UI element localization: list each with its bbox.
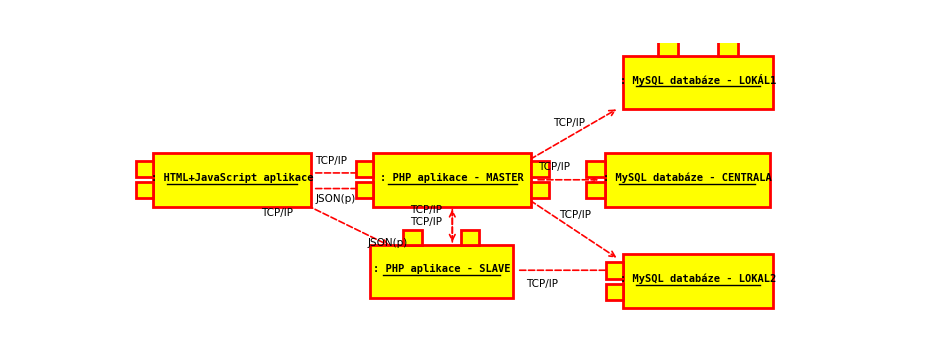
Bar — [531, 183, 548, 199]
Bar — [403, 230, 422, 245]
Text: JSON(p): JSON(p) — [367, 238, 408, 248]
Bar — [623, 255, 774, 308]
Bar — [356, 183, 373, 199]
Text: : PHP aplikace - SLAVE: : PHP aplikace - SLAVE — [372, 265, 510, 274]
Text: : PHP aplikace - MASTER: : PHP aplikace - MASTER — [381, 173, 525, 183]
Bar — [623, 56, 774, 109]
Text: TCP/IP: TCP/IP — [559, 210, 591, 220]
Bar — [135, 161, 153, 177]
Bar — [373, 153, 531, 206]
Bar — [719, 41, 738, 56]
Text: TCP/IP: TCP/IP — [526, 279, 558, 289]
Text: TCP/IP: TCP/IP — [410, 205, 442, 215]
Text: JSON(p): JSON(p) — [315, 194, 355, 204]
Bar — [604, 153, 770, 206]
Text: TCP/IP: TCP/IP — [538, 162, 570, 172]
Text: TCP/IP: TCP/IP — [261, 208, 294, 218]
Bar — [586, 183, 604, 199]
Bar — [460, 230, 479, 245]
Bar — [658, 41, 678, 56]
Bar — [606, 262, 623, 278]
Text: : HTML+JavaScript aplikace: : HTML+JavaScript aplikace — [151, 173, 313, 183]
Bar — [356, 161, 373, 177]
Text: : MySQL databáze - LOKAL2: : MySQL databáze - LOKAL2 — [620, 274, 777, 284]
Bar — [369, 245, 513, 298]
Bar — [531, 161, 548, 177]
Bar — [153, 153, 311, 206]
Bar — [135, 183, 153, 199]
Text: TCP/IP: TCP/IP — [315, 156, 347, 166]
Bar — [606, 284, 623, 300]
Bar — [586, 161, 604, 177]
Text: TCP/IP: TCP/IP — [410, 217, 442, 227]
Text: : MySQL databáze - CENTRALA: : MySQL databáze - CENTRALA — [603, 172, 772, 183]
Text: : MySQL databáze - LOKÁL1: : MySQL databáze - LOKÁL1 — [620, 74, 777, 86]
Text: TCP/IP: TCP/IP — [553, 118, 585, 128]
